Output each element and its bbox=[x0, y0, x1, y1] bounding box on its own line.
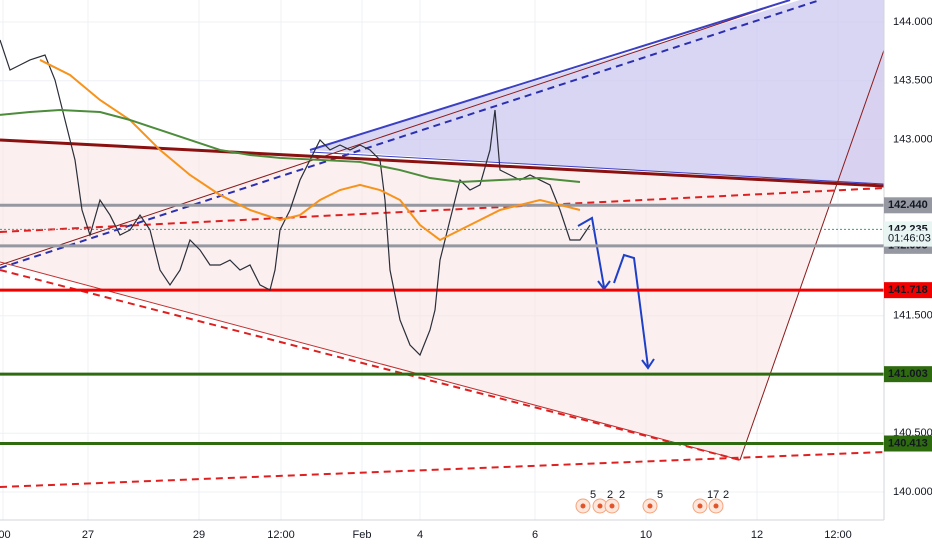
event-count: 2 bbox=[607, 489, 613, 501]
x-tick-label: :00 bbox=[0, 529, 11, 541]
event-dot bbox=[580, 503, 586, 509]
trend-dashed bbox=[0, 269, 741, 461]
price-label-bg bbox=[884, 197, 932, 214]
event-count: 2 bbox=[723, 489, 729, 501]
trend-dashed bbox=[0, 187, 884, 233]
price-label: 140.413 bbox=[888, 437, 928, 449]
event-count: 5 bbox=[590, 489, 596, 501]
series-line bbox=[0, 39, 591, 357]
x-tick-label: 29 bbox=[193, 529, 205, 541]
y-tick-label: 143.000 bbox=[893, 133, 932, 145]
trend-line bbox=[0, 0, 791, 266]
event-dot bbox=[647, 503, 653, 509]
x-tick-label: 12:00 bbox=[824, 529, 852, 541]
event-dot bbox=[713, 503, 719, 509]
arrow bbox=[577, 216, 605, 288]
x-tick-label: 10 bbox=[640, 529, 652, 541]
event-count: 2 bbox=[619, 489, 625, 501]
x-tick-label: 12:00 bbox=[267, 529, 295, 541]
levels bbox=[0, 203, 884, 445]
event-count: 5 bbox=[657, 489, 663, 501]
y-tick-label: 143.500 bbox=[893, 75, 932, 87]
x-tick-label: 27 bbox=[82, 529, 94, 541]
projection-arrows bbox=[577, 216, 655, 370]
arrow-head bbox=[641, 358, 655, 370]
price-label: 141.003 bbox=[888, 368, 928, 380]
trend-line bbox=[0, 138, 884, 188]
event-dot bbox=[609, 503, 615, 509]
event-dot bbox=[697, 503, 703, 509]
price-label-bg bbox=[884, 282, 932, 299]
series bbox=[0, 39, 591, 357]
x-tick-label: Feb bbox=[353, 529, 372, 541]
x-tick-label: 4 bbox=[417, 529, 423, 541]
channel-zone bbox=[310, 0, 884, 186]
series-line bbox=[0, 108, 581, 184]
price-label: 141.718 bbox=[888, 284, 928, 296]
price-label: 142.440 bbox=[888, 199, 928, 211]
y-tick-label: 144.000 bbox=[893, 16, 932, 28]
trend-dashed bbox=[0, 451, 884, 488]
trend-line bbox=[0, 261, 741, 461]
x-tick-label: 12 bbox=[751, 529, 763, 541]
drawings bbox=[0, 0, 884, 488]
price-axis bbox=[884, 0, 932, 550]
trend-line bbox=[739, 49, 884, 461]
x-tick-label: 6 bbox=[532, 529, 538, 541]
trend-line bbox=[309, 0, 791, 151]
trend-line bbox=[309, 151, 884, 185]
event-dot bbox=[597, 503, 603, 509]
countdown: 01:46:03 bbox=[888, 233, 931, 245]
arrow bbox=[613, 253, 649, 368]
event-count: 17 bbox=[707, 489, 719, 501]
axes: 144.000143.500143.000141.500140.500140.0… bbox=[0, 16, 932, 541]
y-tick-label: 141.500 bbox=[893, 310, 932, 322]
price-label-bg bbox=[884, 435, 932, 452]
countdown-bg bbox=[884, 230, 932, 247]
price-label-bg bbox=[884, 366, 932, 383]
series-line bbox=[39, 59, 581, 242]
y-tick-label: 140.000 bbox=[893, 486, 932, 498]
